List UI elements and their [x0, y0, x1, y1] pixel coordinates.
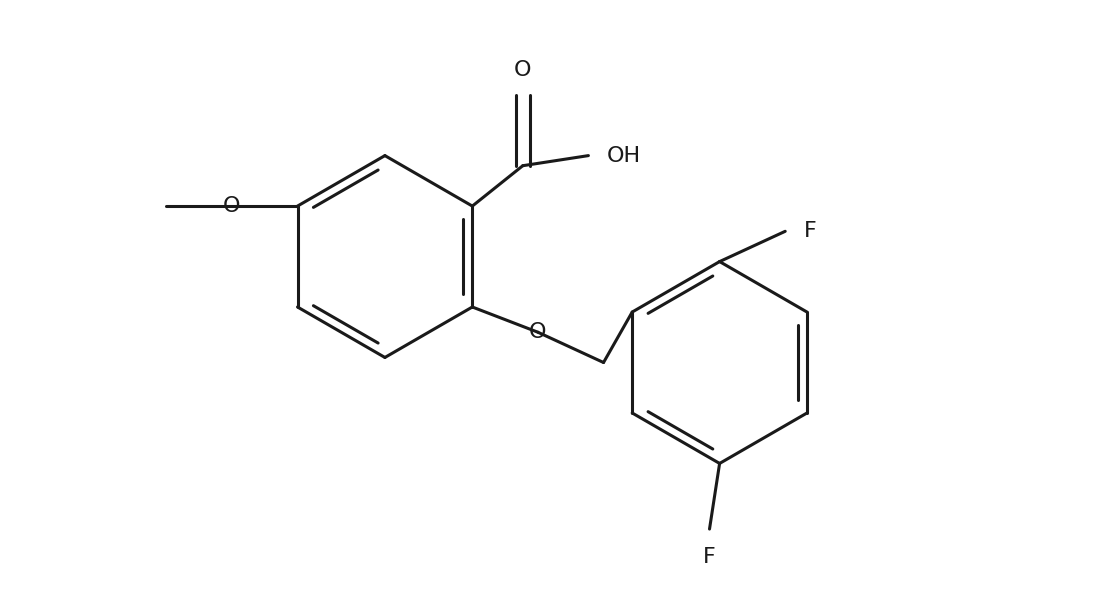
Text: O: O [224, 196, 240, 216]
Text: OH: OH [607, 146, 641, 166]
Text: O: O [529, 322, 546, 342]
Text: F: F [703, 547, 716, 567]
Text: F: F [804, 221, 816, 241]
Text: O: O [514, 60, 532, 80]
